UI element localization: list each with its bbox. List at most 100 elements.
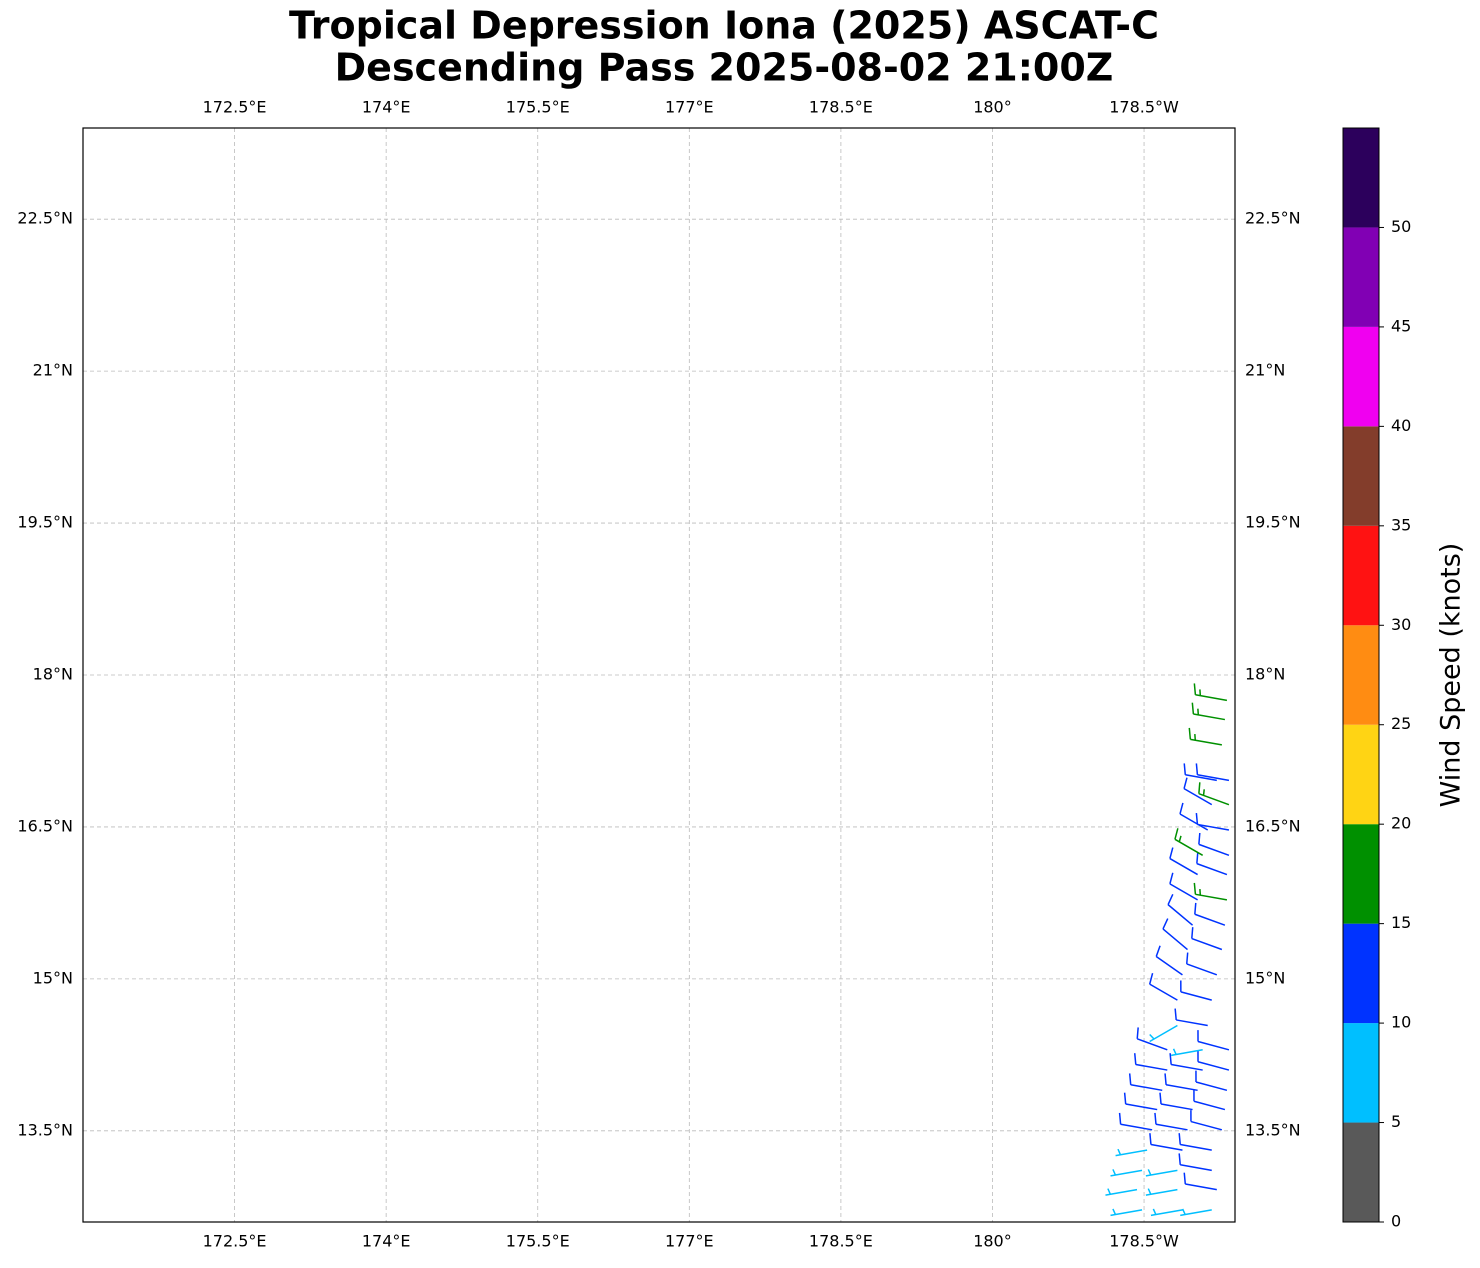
colorbar-segment	[1343, 326, 1379, 427]
colorbar-segment	[1343, 525, 1379, 626]
wind-barb	[1195, 1070, 1228, 1092]
wind-barb	[1171, 1048, 1203, 1057]
wind-barb	[1136, 1027, 1168, 1051]
x-tick-label: 174°E	[362, 1232, 411, 1251]
wind-barb	[1164, 1073, 1198, 1092]
colorbar-segment	[1343, 1023, 1379, 1123]
wind-barb	[1174, 828, 1204, 856]
colorbar-tick-label: 30	[1391, 615, 1411, 634]
map-frame	[82, 127, 1236, 1223]
wind-barb	[1178, 1153, 1212, 1172]
x-tick-label: 172.5°E	[203, 1232, 267, 1251]
wind-barb	[1193, 882, 1228, 901]
y-tick-label: 21°N	[1245, 361, 1285, 380]
wind-barb	[1180, 980, 1212, 1001]
wind-barb	[1115, 1148, 1148, 1157]
wind-barb	[1191, 702, 1226, 721]
subtitle: Descending Pass 2025-08-02 21:00Z	[335, 46, 1114, 90]
wind-barb	[1149, 1133, 1183, 1151]
wind-barb	[1162, 918, 1188, 951]
y-tick-label: 13.5°N	[17, 1120, 73, 1139]
wind-barb	[1197, 1050, 1230, 1071]
wind-barb	[1169, 847, 1198, 876]
wind-barb	[1148, 972, 1178, 1001]
colorbar-label: Wind Speed (knots)	[1436, 543, 1467, 808]
wind-barb	[1193, 1089, 1226, 1111]
x-tick-label: 178.5°W	[1109, 1232, 1179, 1251]
x-tick-label: 175.5°E	[506, 98, 570, 117]
x-tick-label: 177°E	[665, 98, 714, 117]
y-tick-label: 13.5°N	[1245, 1120, 1301, 1139]
colorbar-segment	[1343, 724, 1379, 825]
x-tick-label: 175.5°E	[506, 1232, 570, 1251]
colorbar-segment	[1343, 824, 1379, 924]
wind-barb	[1145, 1188, 1178, 1196]
x-tick-label: 174°E	[362, 98, 411, 117]
wind-barb	[1195, 763, 1230, 782]
wind-barb	[1195, 813, 1230, 831]
y-tick-label: 16.5°N	[17, 816, 73, 835]
wind-barb	[1169, 1053, 1203, 1071]
y-tick-label: 16.5°N	[1245, 816, 1301, 835]
y-tick-label: 19.5°N	[17, 513, 73, 532]
wind-barb	[1150, 1208, 1183, 1217]
wind-barb	[1133, 1053, 1168, 1071]
colorbar-segment	[1343, 426, 1379, 526]
colorbar-segment	[1343, 923, 1379, 1024]
wind-barb	[1185, 952, 1218, 976]
colorbar-tick-label: 0	[1391, 1212, 1401, 1231]
colorbar-segment	[1343, 625, 1379, 725]
y-tick-label: 18°N	[1245, 665, 1285, 684]
colorbar-segment	[1343, 128, 1379, 228]
colorbar: 0 5 10 15 20 25 30 35 40 45 50	[1342, 127, 1411, 1231]
colorbar-frame	[1342, 127, 1380, 1223]
x-tick-label: 172.5°E	[203, 98, 267, 117]
y-tick-label: 22.5°N	[1245, 209, 1301, 228]
wind-barb	[1198, 832, 1230, 857]
wind-barb	[1198, 782, 1230, 806]
wind-barbs	[1105, 683, 1230, 1217]
colorbar-tick-label: 5	[1391, 1112, 1401, 1131]
wind-barb	[1191, 927, 1223, 951]
wind-barb	[1183, 1172, 1217, 1191]
x-tick-label: 180°	[973, 98, 1012, 117]
colorbar-tick-label: 35	[1391, 515, 1411, 534]
x-tick-label: 178.5°W	[1109, 98, 1179, 117]
y-tick-label: 18°N	[33, 665, 73, 684]
colorbar-tick-label: 45	[1391, 316, 1411, 335]
colorbar-tick-label: 50	[1391, 217, 1411, 236]
title: Tropical Depression Iona (2025) ASCAT-C	[289, 4, 1159, 48]
x-tick-label: 177°E	[665, 1232, 714, 1251]
wind-barb	[1110, 1169, 1143, 1177]
wind-barb	[1183, 763, 1217, 782]
grid	[83, 128, 1235, 1222]
wind-barb	[1188, 727, 1222, 746]
wind-barb	[1196, 852, 1228, 876]
wind-barb	[1159, 1092, 1193, 1111]
y-tick-label: 19.5°N	[1245, 513, 1301, 532]
wind-barb	[1179, 802, 1209, 831]
wind-barb	[1118, 1112, 1153, 1131]
wind-barb	[1193, 683, 1228, 702]
wind-barb	[1194, 902, 1226, 926]
wind-barb	[1174, 1008, 1208, 1027]
colorbar-tick-label: 10	[1391, 1013, 1411, 1032]
wind-barb	[1190, 1110, 1223, 1131]
colorbar-segment	[1343, 227, 1379, 327]
y-tick-label: 15°N	[1245, 968, 1285, 987]
colorbar-tick-label: 15	[1391, 913, 1411, 932]
colorbar-tick-label: 25	[1391, 714, 1411, 733]
wind-barb	[1167, 893, 1194, 926]
wind-barb	[1149, 1024, 1178, 1043]
y-tick-label: 15°N	[33, 968, 73, 987]
wind-barb	[1145, 1169, 1178, 1177]
wind-barb	[1169, 872, 1198, 901]
wind-barb	[1178, 1133, 1212, 1151]
wind-barb	[1154, 1112, 1188, 1131]
wind-barb	[1155, 945, 1183, 976]
wind-barb	[1105, 1188, 1138, 1196]
wind-barb	[1180, 1208, 1212, 1217]
wind-barb	[1110, 1208, 1143, 1217]
colorbar-tick-label: 20	[1391, 814, 1411, 833]
wind-barb	[1197, 1030, 1230, 1051]
